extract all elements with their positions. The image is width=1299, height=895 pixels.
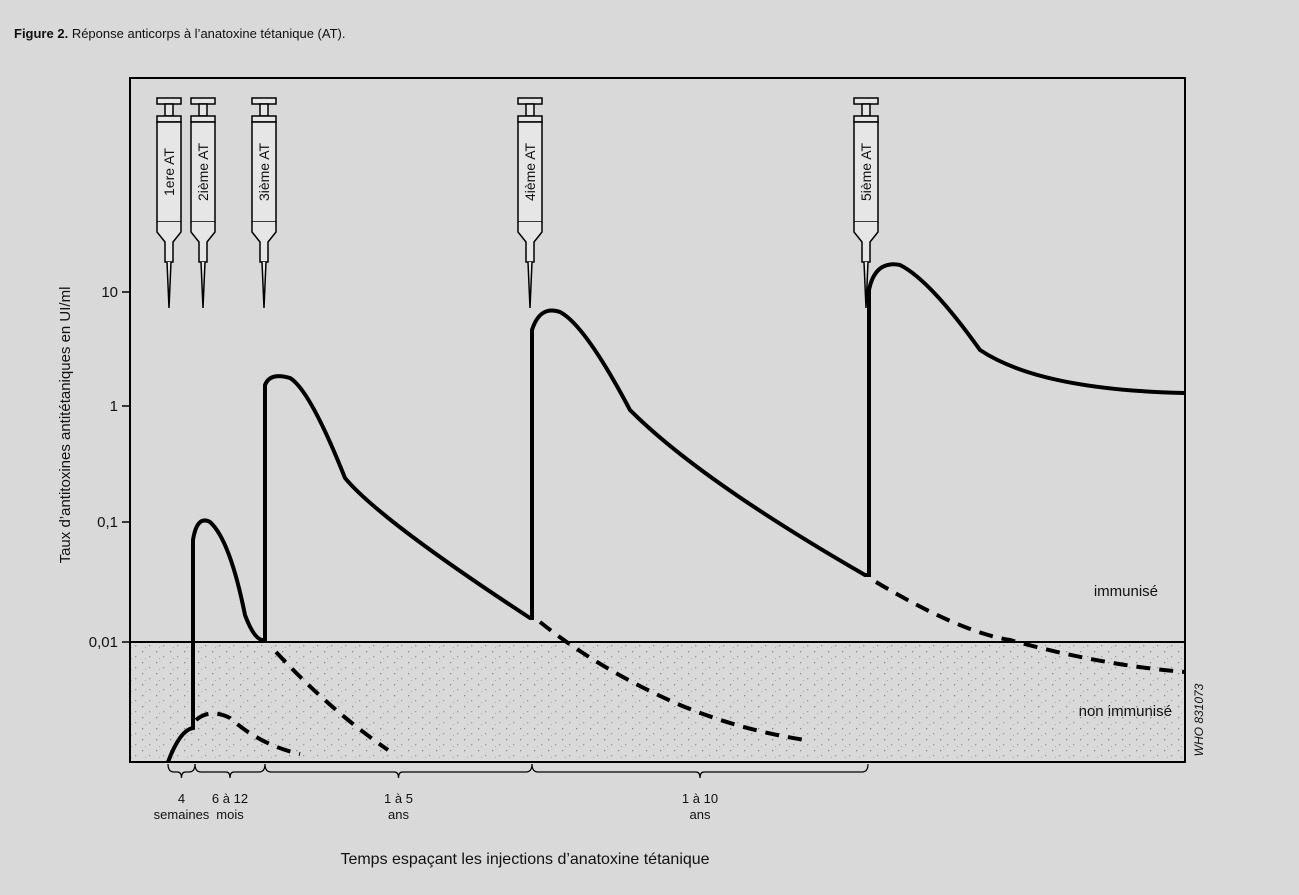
non-immune-zone: [130, 642, 1185, 762]
interval-label: ans: [388, 807, 409, 822]
syringe-rod: [259, 103, 269, 117]
syringe-rod: [198, 103, 208, 117]
x-axis-title: Temps espaçant les injections d’anatoxin…: [340, 851, 709, 868]
syringe-needle: [200, 261, 206, 309]
syringe-cap: [853, 97, 879, 105]
syringe-cap: [190, 97, 216, 105]
syringe-flange: [517, 115, 543, 123]
interval-bracket: [531, 763, 869, 779]
figure-caption: Réponse anticorps à l’anatoxine tétaniqu…: [72, 26, 346, 41]
interval-label: ans: [690, 807, 711, 822]
syringe-cap: [156, 97, 182, 105]
plot-frame: [129, 77, 1186, 763]
interval-label: semaines: [154, 807, 210, 822]
syringe-barrel: [853, 121, 879, 223]
interval-bracket: [194, 763, 266, 779]
syringe-barrel: [517, 121, 543, 223]
interval-bracket: [264, 763, 533, 779]
syringe: 1ere AT: [156, 97, 182, 309]
syringe-flange: [156, 115, 182, 123]
credit: WHO 831073: [1192, 683, 1206, 756]
interval-label: 6 à 12: [212, 791, 248, 806]
syringe: 4ième AT: [517, 97, 543, 309]
syringe-rod: [164, 103, 174, 117]
decay-curves: [194, 580, 1186, 756]
interval-label: 1 à 10: [682, 791, 718, 806]
syringe-rod: [861, 103, 871, 117]
y-tick-label: 0,01: [89, 634, 118, 651]
syringe-needle: [261, 261, 267, 309]
y-tick-label: 1: [110, 398, 118, 415]
non-immune-label: non immunisé: [1079, 703, 1172, 720]
figure-label: Figure 2.: [14, 26, 68, 41]
syringe-flange: [853, 115, 879, 123]
syringe-cap: [251, 97, 277, 105]
syringe-flange: [190, 115, 216, 123]
interval-label: 4: [178, 791, 185, 806]
decay-curve: [874, 580, 1186, 674]
figure-title: Figure 2. Réponse anticorps à l’anatoxin…: [14, 26, 345, 41]
antibody-curve: [166, 262, 1186, 763]
syringe: 5ième AT: [853, 97, 879, 309]
y-axis-title: Taux d’antitoxines antitétaniques en UI/…: [57, 287, 74, 564]
syringe-cap: [517, 97, 543, 105]
y-tick-label: 0,1: [97, 514, 118, 531]
syringe: 2ième AT: [190, 97, 216, 309]
interval-bracket: [167, 763, 196, 779]
y-tick-label: 10: [101, 284, 118, 301]
syringe-needle: [166, 261, 172, 309]
syringe-needle: [863, 261, 869, 309]
syringe-barrel: [190, 121, 216, 223]
syringe-label: 4ième AT: [522, 143, 538, 202]
syringe-flange: [251, 115, 277, 123]
syringe-label: 3ième AT: [256, 143, 272, 202]
interval-label: mois: [216, 807, 244, 822]
syringe-label: 2ième AT: [195, 143, 211, 202]
decay-curve: [538, 620, 806, 742]
immune-label: immunisé: [1094, 583, 1158, 600]
decay-curve: [194, 711, 301, 756]
syringe-rod: [525, 103, 535, 117]
syringe: 3ième AT: [251, 97, 277, 309]
interval-label: 1 à 5: [384, 791, 413, 806]
syringe-label: 1ere AT: [161, 148, 177, 196]
syringe-label: 5ième AT: [858, 143, 874, 202]
syringe-needle: [527, 261, 533, 309]
decay-curve: [274, 650, 390, 752]
syringe-barrel: [156, 121, 182, 223]
